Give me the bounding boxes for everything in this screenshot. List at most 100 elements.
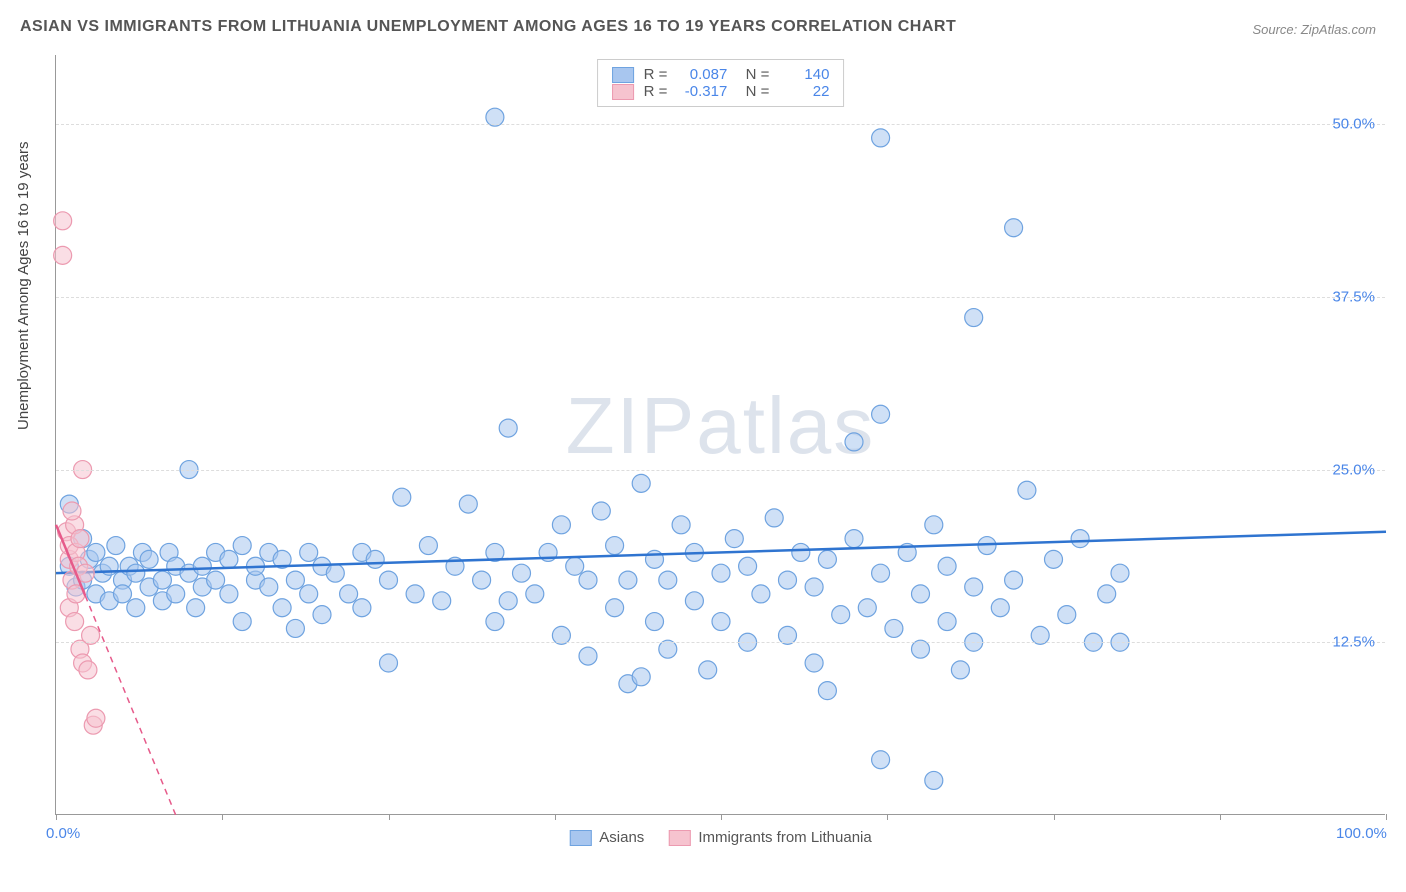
scatter-point bbox=[193, 557, 211, 575]
scatter-point bbox=[313, 606, 331, 624]
scatter-point bbox=[286, 619, 304, 637]
scatter-point bbox=[739, 557, 757, 575]
scatter-point bbox=[71, 530, 89, 548]
scatter-point bbox=[965, 578, 983, 596]
legend-label-asians: Asians bbox=[599, 829, 644, 846]
scatter-point bbox=[1005, 219, 1023, 237]
scatter-point bbox=[127, 599, 145, 617]
scatter-point bbox=[526, 585, 544, 603]
scatter-point bbox=[300, 543, 318, 561]
scatter-point bbox=[513, 564, 531, 582]
scatter-point bbox=[380, 654, 398, 672]
scatter-point bbox=[366, 550, 384, 568]
scatter-point bbox=[380, 571, 398, 589]
scatter-point bbox=[845, 433, 863, 451]
y-tick-label: 12.5% bbox=[1332, 634, 1375, 651]
swatch-lithuania-icon bbox=[668, 830, 690, 846]
legend-series: Asians Immigrants from Lithuania bbox=[569, 829, 871, 846]
scatter-point bbox=[286, 571, 304, 589]
y-tick-label: 37.5% bbox=[1332, 288, 1375, 305]
scatter-point bbox=[606, 599, 624, 617]
scatter-point bbox=[187, 599, 205, 617]
scatter-point bbox=[87, 543, 105, 561]
scatter-point bbox=[965, 309, 983, 327]
scatter-point bbox=[579, 571, 597, 589]
x-tick-label: 0.0% bbox=[46, 825, 80, 842]
scatter-point bbox=[991, 599, 1009, 617]
scatter-point bbox=[672, 516, 690, 534]
scatter-point bbox=[300, 585, 318, 603]
scatter-point bbox=[872, 751, 890, 769]
scatter-point bbox=[393, 488, 411, 506]
scatter-point bbox=[167, 585, 185, 603]
scatter-point bbox=[792, 543, 810, 561]
scatter-point bbox=[579, 647, 597, 665]
scatter-point bbox=[951, 661, 969, 679]
scatter-point bbox=[54, 212, 72, 230]
scatter-point bbox=[912, 585, 930, 603]
scatter-point bbox=[885, 619, 903, 637]
scatter-point bbox=[725, 530, 743, 548]
scatter-point bbox=[433, 592, 451, 610]
scatter-point bbox=[486, 613, 504, 631]
scatter-point bbox=[273, 599, 291, 617]
scatter-point bbox=[566, 557, 584, 575]
scatter-point bbox=[632, 668, 650, 686]
scatter-point bbox=[54, 246, 72, 264]
legend-item-asians: Asians bbox=[569, 829, 644, 846]
scatter-point bbox=[107, 537, 125, 555]
swatch-asians-icon bbox=[569, 830, 591, 846]
scatter-point bbox=[646, 613, 664, 631]
scatter-point bbox=[207, 571, 225, 589]
scatter-point bbox=[1098, 585, 1116, 603]
scatter-point bbox=[1005, 571, 1023, 589]
scatter-point bbox=[619, 571, 637, 589]
y-axis-label: Unemployment Among Ages 16 to 19 years bbox=[15, 141, 32, 430]
scatter-point bbox=[938, 613, 956, 631]
scatter-point bbox=[63, 502, 81, 520]
scatter-point bbox=[552, 516, 570, 534]
scatter-point bbox=[832, 606, 850, 624]
scatter-point bbox=[845, 530, 863, 548]
scatter-point bbox=[87, 709, 105, 727]
scatter-point bbox=[1058, 606, 1076, 624]
scatter-point bbox=[353, 599, 371, 617]
scatter-point bbox=[326, 564, 344, 582]
chart-svg bbox=[56, 55, 1385, 814]
scatter-point bbox=[765, 509, 783, 527]
scatter-point bbox=[779, 571, 797, 589]
scatter-point bbox=[659, 571, 677, 589]
scatter-point bbox=[872, 564, 890, 582]
scatter-point bbox=[646, 550, 664, 568]
scatter-point bbox=[406, 585, 424, 603]
scatter-point bbox=[592, 502, 610, 520]
scatter-point bbox=[459, 495, 477, 513]
scatter-point bbox=[114, 585, 132, 603]
scatter-point bbox=[1111, 564, 1129, 582]
scatter-point bbox=[66, 613, 84, 631]
scatter-point bbox=[699, 661, 717, 679]
plot-area: ZIPatlas R = 0.087 N = 140 R = -0.317 N … bbox=[55, 55, 1385, 815]
trend-line-extrap bbox=[85, 596, 175, 815]
legend-item-lithuania: Immigrants from Lithuania bbox=[668, 829, 871, 846]
scatter-point bbox=[818, 682, 836, 700]
scatter-point bbox=[233, 537, 251, 555]
scatter-point bbox=[805, 578, 823, 596]
y-tick-label: 50.0% bbox=[1332, 116, 1375, 133]
y-tick-label: 25.0% bbox=[1332, 461, 1375, 478]
scatter-point bbox=[153, 571, 171, 589]
scatter-point bbox=[419, 537, 437, 555]
scatter-point bbox=[712, 613, 730, 631]
scatter-point bbox=[260, 578, 278, 596]
scatter-point bbox=[752, 585, 770, 603]
scatter-point bbox=[340, 585, 358, 603]
scatter-point bbox=[925, 516, 943, 534]
scatter-point bbox=[685, 592, 703, 610]
scatter-point bbox=[872, 405, 890, 423]
scatter-point bbox=[127, 564, 145, 582]
source-label: Source: ZipAtlas.com bbox=[1252, 22, 1376, 37]
scatter-point bbox=[220, 585, 238, 603]
scatter-point bbox=[872, 129, 890, 147]
scatter-point bbox=[499, 419, 517, 437]
legend-label-lithuania: Immigrants from Lithuania bbox=[698, 829, 871, 846]
